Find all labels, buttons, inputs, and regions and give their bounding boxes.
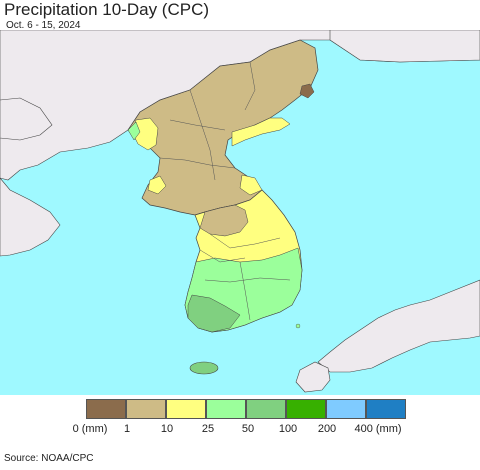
legend-tick-1: 1: [123, 423, 131, 435]
legend-swatch-0: [86, 399, 126, 419]
legend-tick-7: 400 (mm): [354, 423, 402, 435]
nk-southeast-wet-band: [239, 174, 263, 196]
sk-province-lines: [199, 233, 291, 321]
legend-tick-0: 0 (mm): [72, 423, 108, 435]
nk-province-lines: [159, 61, 256, 181]
liaodong-land: [0, 97, 53, 141]
source-credit: Source: NOAA/CPC: [4, 453, 94, 464]
jeju-island: [189, 361, 219, 375]
nk-east-wet-band: [231, 117, 291, 147]
legend-swatch-1: [126, 399, 166, 419]
legend-tick-2: 10: [160, 423, 174, 435]
nk-sw-wet-band: [147, 175, 167, 195]
legend-swatch-2: [166, 399, 206, 419]
legend-tick-5: 100: [278, 423, 298, 435]
precipitation-map: [0, 30, 480, 395]
legend-swatch-5: [286, 399, 326, 419]
legend-swatch-3: [206, 399, 246, 419]
legend-swatch-7: [366, 399, 406, 419]
nk-dry-patch: [299, 83, 315, 99]
north-korea-region: [127, 39, 319, 216]
date-range: Oct. 6 - 15, 2024: [6, 20, 81, 31]
map-title: Precipitation 10-Day (CPC): [4, 0, 210, 19]
legend-swatch-6: [326, 399, 366, 419]
russia-land: [329, 30, 480, 63]
nk-northwest-green: [127, 121, 141, 141]
legend-tick-4: 50: [241, 423, 255, 435]
legend-tick-6: 200: [317, 423, 337, 435]
sk-medium-green-region: [187, 294, 241, 333]
sk-dry-region: [199, 204, 249, 237]
shandong-land: [0, 177, 61, 257]
legend-swatch-4: [246, 399, 286, 419]
japan-kyushu-land: [295, 361, 331, 393]
legend-tick-3: 25: [201, 423, 215, 435]
ulleung-island: [295, 323, 301, 329]
